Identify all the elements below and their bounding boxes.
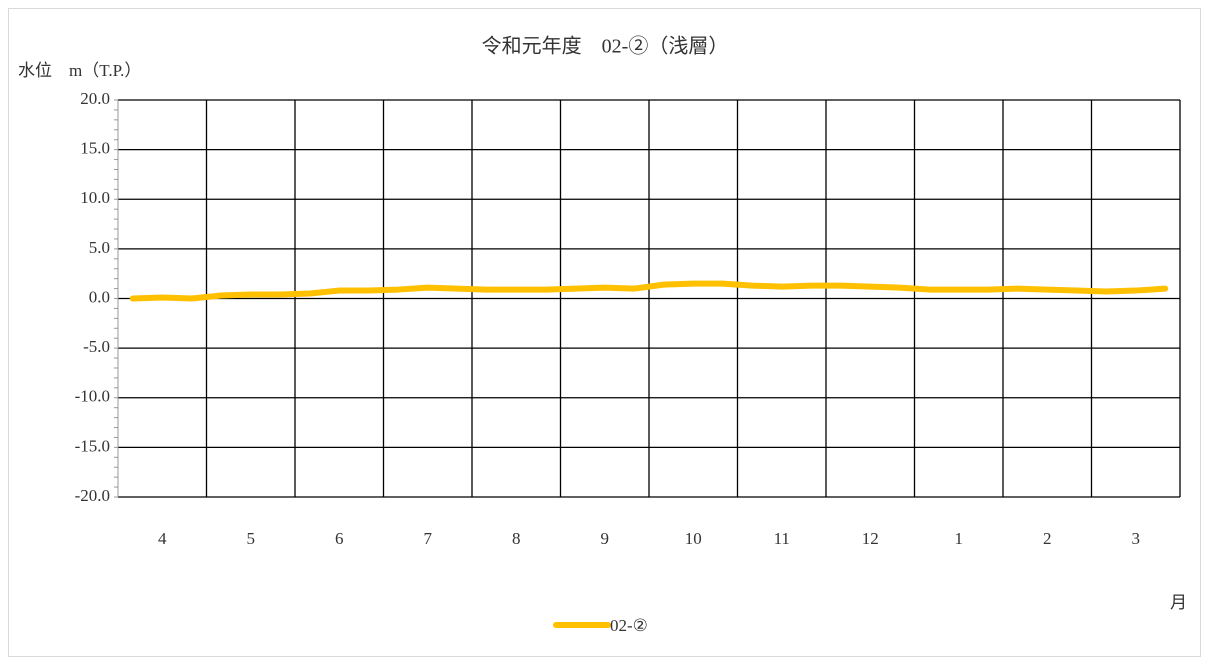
- x-tick-label: 9: [601, 529, 610, 548]
- y-tick-label: -15.0: [75, 436, 110, 455]
- y-tick-label: -5.0: [83, 337, 110, 356]
- x-tick-label: 12: [862, 529, 879, 548]
- y-tick-label: 20.0: [80, 89, 110, 108]
- y-tick-label: 10.0: [80, 188, 110, 207]
- legend-label: 02-②: [610, 616, 648, 635]
- chart-border: [8, 8, 1201, 657]
- y-tick-label: 5.0: [89, 238, 110, 257]
- x-axis-unit: 月: [1170, 593, 1187, 612]
- x-tick-label: 6: [335, 529, 344, 548]
- x-tick-label: 5: [247, 529, 256, 548]
- y-tick-label: 0.0: [89, 287, 110, 306]
- y-tick-label: -20.0: [75, 486, 110, 505]
- x-tick-label: 11: [774, 529, 790, 548]
- x-tick-label: 4: [158, 529, 167, 548]
- x-tick-label: 3: [1132, 529, 1141, 548]
- y-axis-title: 水位 m（T.P.）: [18, 61, 141, 80]
- x-tick-label: 7: [424, 529, 433, 548]
- x-tick-label: 1: [955, 529, 964, 548]
- chart-title: 令和元年度 02-②（浅層）: [482, 35, 729, 58]
- x-tick-label: 10: [685, 529, 702, 548]
- x-tick-label: 8: [512, 529, 521, 548]
- y-tick-label: -10.0: [75, 387, 110, 406]
- y-tick-label: 15.0: [80, 139, 110, 158]
- data-line: [129, 280, 1169, 302]
- x-tick-label: 2: [1043, 529, 1052, 548]
